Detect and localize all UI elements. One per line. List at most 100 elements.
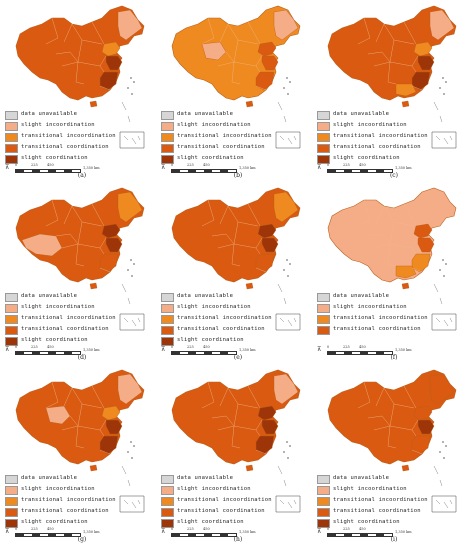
legend-swatch — [161, 155, 174, 164]
province-border — [375, 23, 385, 43]
legend-label: slight incoordination — [177, 122, 251, 128]
island-marker — [282, 86, 285, 89]
legend-label: transitional incoordination — [333, 315, 428, 321]
region-northeast — [429, 373, 455, 405]
legend-label: transitional incoordination — [21, 315, 116, 321]
legend-swatch — [5, 155, 18, 164]
legend-swatch — [317, 144, 330, 153]
china-choropleth-map — [171, 369, 301, 472]
region-hainan — [245, 464, 254, 472]
scale-bar: ⊼ 0 225 450 1,350 km — [317, 345, 412, 356]
province-border — [99, 449, 111, 455]
province-border — [367, 51, 391, 63]
province-border — [201, 17, 215, 45]
legend-swatch — [161, 486, 174, 495]
scale-tick-label: 225 — [31, 527, 38, 531]
legend-label: data unavailable — [177, 111, 234, 117]
region-southeast — [411, 253, 431, 273]
scale-tick-label: 450 — [203, 163, 210, 167]
province-border — [403, 21, 417, 45]
legend-swatch — [5, 304, 18, 313]
legend-swatch — [5, 111, 18, 120]
legend-label: transitional coordination — [333, 508, 421, 514]
province-border — [91, 21, 105, 45]
panel-caption: (c) — [389, 172, 399, 179]
province-border — [375, 387, 385, 407]
scale-tick-label: 450 — [359, 345, 366, 349]
island-marker — [286, 274, 289, 277]
province-border — [255, 247, 261, 255]
scale-tick-label: 0 — [15, 527, 18, 531]
legend-label: transitional incoordination — [21, 133, 116, 139]
map-panel: data unavailable slight incoordination tra… — [314, 184, 464, 366]
legend-label: transitional coordination — [177, 508, 265, 514]
legend-label: data unavailable — [177, 293, 234, 299]
island-marker — [130, 92, 133, 95]
legend-swatch — [317, 508, 330, 517]
legend-swatch — [317, 304, 330, 313]
south-china-sea-inset — [119, 101, 145, 149]
province-border — [357, 17, 371, 45]
island-marker — [441, 258, 444, 261]
scale-tick-label: 450 — [47, 345, 54, 349]
region-northeast — [117, 191, 143, 223]
region-northeast — [273, 373, 299, 405]
province-border — [201, 199, 215, 227]
province-border — [403, 385, 417, 409]
legend-swatch — [161, 519, 174, 528]
province-border — [255, 85, 267, 91]
scale-line — [327, 533, 393, 537]
legend-swatch — [161, 293, 174, 302]
region-south — [395, 83, 417, 97]
legend-swatch — [161, 144, 174, 153]
region-northeast — [273, 191, 299, 223]
scale-unit-label: 1,350 km — [395, 166, 412, 170]
legend-label: slight coordination — [21, 337, 88, 343]
map-panel: data unavailable slight incoordination tra… — [2, 2, 152, 184]
scale-line — [15, 351, 81, 355]
legend-swatch — [5, 122, 18, 131]
region-southeast — [99, 435, 119, 455]
legend-swatch — [161, 122, 174, 131]
legend-swatch — [317, 497, 330, 506]
province-border — [75, 61, 85, 85]
map-panel: data unavailable slight incoordination tra… — [2, 366, 152, 548]
province-border — [99, 429, 105, 437]
legend-label: transitional incoordination — [333, 497, 428, 503]
province-border — [55, 233, 79, 245]
scale-line — [327, 169, 393, 173]
legend-swatch — [317, 475, 330, 484]
legend-label: transitional coordination — [333, 144, 421, 150]
legend-label: slight incoordination — [177, 486, 251, 492]
legend-label: slight coordination — [177, 337, 244, 343]
legend-swatch — [5, 133, 18, 142]
province-border — [247, 203, 261, 227]
island-marker — [126, 268, 129, 271]
province-border — [219, 205, 229, 225]
province-border — [99, 85, 111, 91]
province-border — [411, 85, 423, 91]
region-east — [261, 419, 279, 435]
scale-tick-label: 0 — [15, 163, 18, 167]
scale-line — [171, 351, 237, 355]
scale-tick-label: 0 — [327, 163, 330, 167]
scale-line — [15, 533, 81, 537]
legend-label: transitional coordination — [333, 326, 421, 332]
scale-bar: ⊼ 0 225 450 1,350 km — [161, 345, 256, 356]
region-hainan — [89, 282, 98, 290]
island-marker — [438, 450, 441, 453]
region-north — [413, 405, 433, 421]
scale-tick-label: 0 — [15, 345, 18, 349]
scale-bar: ⊼ 0 225 450 1,350 km — [5, 345, 100, 356]
legend-label: transitional incoordination — [177, 497, 272, 503]
province-border — [367, 233, 391, 245]
region-hainan — [89, 100, 98, 108]
north-arrow-icon: ⊼ — [5, 164, 10, 171]
region-hainan — [245, 100, 254, 108]
island-marker — [285, 440, 288, 443]
south-china-sea-inset — [431, 101, 457, 149]
region-northeast — [429, 9, 455, 41]
south-china-sea-inset — [431, 465, 457, 513]
panel-caption: (i) — [390, 536, 398, 543]
map-panel: data unavailable slight incoordination tra… — [158, 366, 308, 548]
